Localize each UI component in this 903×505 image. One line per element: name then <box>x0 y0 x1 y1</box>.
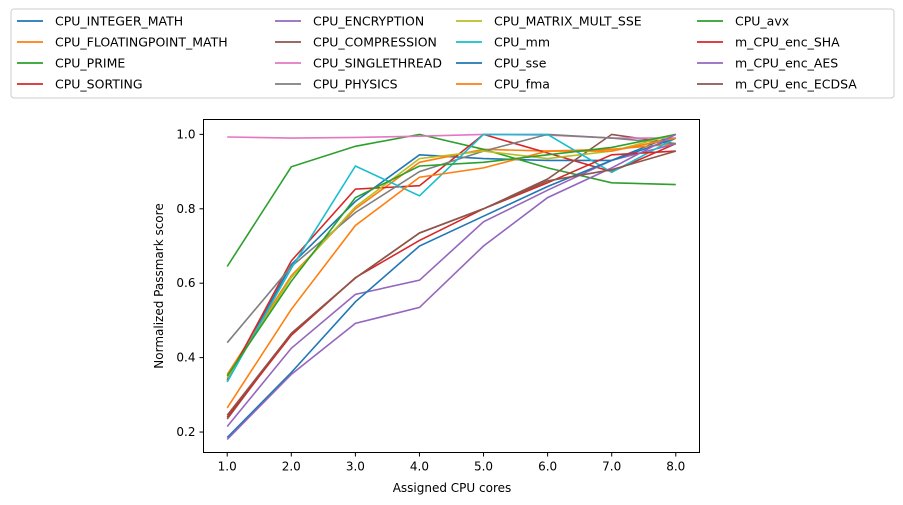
legend-entry: m_CPU_enc_SHA <box>697 35 840 50</box>
legend-label: CPU_avx <box>735 14 789 29</box>
series-line-12 <box>226 133 676 377</box>
legend: CPU_INTEGER_MATH CPU_FLOATINGPOINT_MATH CP… <box>10 8 895 99</box>
legend-entry: m_CPU_enc_AES <box>697 56 838 71</box>
legend-label: CPU_PHYSICS <box>313 77 398 92</box>
x-tick-label: 4.0 <box>410 460 429 474</box>
legend-entry: CPU_MATRIX_MULT_SSE <box>456 14 642 29</box>
legend-label: CPU_sse <box>494 56 547 71</box>
legend-entry: CPU_INTEGER_MATH <box>17 14 183 29</box>
series-line-14 <box>226 133 677 441</box>
legend-entry: CPU_sse <box>456 56 547 71</box>
legend-entry: CPU_SINGLETHREAD <box>275 56 442 71</box>
series-line-2 <box>226 133 676 267</box>
legend-entry: CPU_PHYSICS <box>275 77 398 92</box>
y-tick-label: 0.6 <box>176 276 195 290</box>
y-tick-label: 0.8 <box>176 202 195 216</box>
legend-label: CPU_FLOATINGPOINT_MATH <box>55 35 228 50</box>
series-line-13 <box>226 150 676 418</box>
legend-label: CPU_SINGLETHREAD <box>313 56 442 71</box>
legend-label: m_CPU_enc_SHA <box>735 35 840 50</box>
series-line-8 <box>226 133 677 379</box>
legend-label: CPU_INTEGER_MATH <box>55 14 183 29</box>
series-line-7 <box>226 133 676 344</box>
legend-entry: m_CPU_enc_ECDSA <box>697 77 857 92</box>
x-tick-label: 1.0 <box>218 460 237 474</box>
legend-entry: CPU_mm <box>456 35 550 50</box>
y-axis-title: Normalized Passmark score <box>152 203 166 368</box>
legend-entry: CPU_SORTING <box>17 77 143 92</box>
legend-label: CPU_ENCRYPTION <box>313 14 424 29</box>
legend-entry: CPU_avx <box>697 14 789 29</box>
legend-label: CPU_SORTING <box>55 77 143 92</box>
series-line-11 <box>226 137 676 409</box>
series-line-9 <box>226 133 677 383</box>
x-tick-label: 7.0 <box>602 460 621 474</box>
series-line-10 <box>226 137 677 439</box>
legend-frame <box>10 8 895 99</box>
series-line-3 <box>226 133 677 381</box>
y-tick-label: 1.0 <box>176 127 195 141</box>
x-tick-label: 8.0 <box>666 460 685 474</box>
series-line-4 <box>226 142 677 428</box>
x-tick-label: 5.0 <box>474 460 493 474</box>
legend-entry: CPU_ENCRYPTION <box>275 14 424 29</box>
legend-label: CPU_mm <box>494 35 550 50</box>
series-line-15 <box>226 150 677 416</box>
legend-label: CPU_PRIME <box>55 56 125 71</box>
series-line-0 <box>226 133 677 383</box>
legend-label: CPU_COMPRESSION <box>313 35 437 50</box>
series-line-1 <box>226 142 676 375</box>
plot-frame <box>203 119 700 453</box>
x-tick-label: 3.0 <box>346 460 365 474</box>
x-tick-label: 6.0 <box>538 460 557 474</box>
y-tick-label: 0.2 <box>176 425 195 439</box>
legend-entry: CPU_fma <box>456 77 550 92</box>
legend-label: CPU_fma <box>494 77 550 92</box>
legend-entry: CPU_COMPRESSION <box>275 35 437 50</box>
legend-entry: CPU_FLOATINGPOINT_MATH <box>17 35 228 50</box>
x-axis-title: Assigned CPU cores <box>393 481 512 495</box>
legend-label: m_CPU_enc_AES <box>735 56 838 71</box>
legend-label: m_CPU_enc_ECDSA <box>735 77 857 92</box>
y-tick-label: 0.4 <box>176 351 195 365</box>
legend-label: CPU_MATRIX_MULT_SSE <box>494 14 642 29</box>
plot-area: 1.0 2.0 3.0 4.0 5.0 6.0 7.0 8.0 0.2 0.4 0.6 0.8 1.0… <box>152 119 700 495</box>
legend-entry: CPU_PRIME <box>17 56 125 71</box>
x-tick-label: 2.0 <box>282 460 301 474</box>
